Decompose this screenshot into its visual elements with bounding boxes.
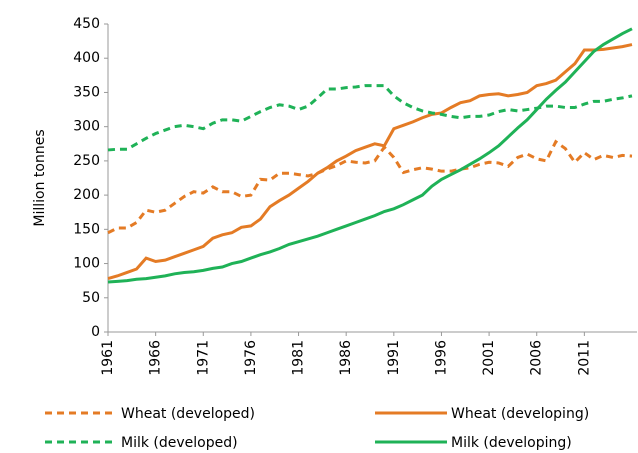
y-tick-label: 300 bbox=[73, 119, 100, 135]
x-tick-label: 1961 bbox=[100, 340, 116, 376]
y-tick-label: 400 bbox=[73, 50, 100, 66]
x-tick-label: 1966 bbox=[148, 340, 164, 376]
legend-label: Wheat (developing) bbox=[451, 406, 589, 422]
x-tick-label: 1981 bbox=[291, 340, 307, 376]
legend-label: Milk (developing) bbox=[451, 435, 572, 451]
y-tick-label: 450 bbox=[73, 16, 100, 32]
y-tick-label: 100 bbox=[73, 256, 100, 272]
y-axis-label: Million tonnes bbox=[32, 129, 48, 226]
legend-label: Milk (developed) bbox=[121, 435, 238, 451]
legend-label: Wheat (developed) bbox=[121, 406, 255, 422]
x-tick-label: 2011 bbox=[576, 340, 592, 376]
series-line bbox=[107, 84, 633, 152]
y-tick-label: 50 bbox=[82, 290, 100, 306]
y-tick-label: 350 bbox=[73, 84, 100, 100]
y-tick-label: 250 bbox=[73, 153, 100, 169]
series-line bbox=[107, 43, 633, 281]
x-tick-label: 1976 bbox=[243, 340, 259, 376]
x-tick-label: 1996 bbox=[433, 340, 449, 376]
x-tick-label: 2001 bbox=[481, 340, 497, 376]
series-line bbox=[107, 27, 633, 284]
x-tick-label: 1986 bbox=[338, 340, 354, 376]
y-tick-label: 200 bbox=[73, 187, 100, 203]
x-tick-label: 1971 bbox=[195, 340, 211, 376]
x-tick-label: 2006 bbox=[529, 340, 545, 376]
x-tick-label: 1991 bbox=[386, 340, 402, 376]
series-line bbox=[107, 139, 633, 235]
y-tick-label: 150 bbox=[73, 221, 100, 237]
y-tick-label: 0 bbox=[91, 324, 100, 340]
